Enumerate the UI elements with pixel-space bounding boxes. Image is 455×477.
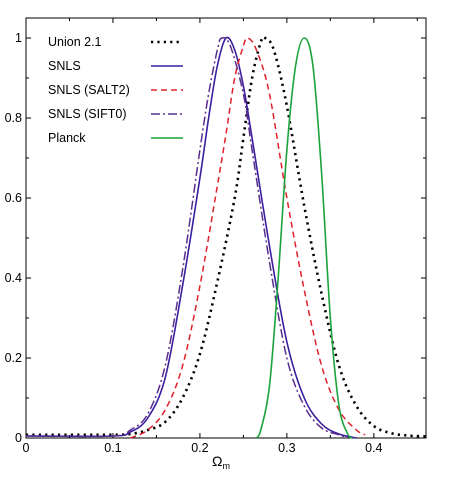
x-tick-label: 0.1 — [104, 441, 121, 455]
x-tick-label: 0.3 — [278, 441, 295, 455]
y-tick-label: 0.4 — [5, 271, 22, 285]
y-tick-label: 0.2 — [5, 351, 22, 365]
series-line-snls-sift0 — [25, 36, 348, 439]
legend-label-snls-salt2: SNLS (SALT2) — [48, 83, 130, 97]
y-tick-label: 0.8 — [5, 111, 22, 125]
x-tick-label: 0.2 — [191, 441, 208, 455]
series-line-union-2-1 — [25, 35, 427, 438]
legend-label-planck: Planck — [48, 131, 86, 145]
legend-label-snls: SNLS — [48, 59, 81, 73]
x-tick-label: 0.4 — [365, 441, 382, 455]
y-tick-label: 1 — [15, 31, 22, 45]
x-axis-title: Ωm — [212, 453, 230, 471]
series-line-snls-salt2 — [130, 37, 366, 439]
x-tick-label: 0 — [23, 441, 30, 455]
plot-frame — [25, 17, 427, 439]
series-line-planck — [255, 37, 353, 439]
y-tick-label: 0.6 — [5, 191, 22, 205]
y-tick-label: 0 — [15, 431, 22, 445]
legend-label-union-2-1: Union 2.1 — [48, 35, 102, 49]
legend-label-snls-sift0: SNLS (SIFT0) — [48, 107, 127, 121]
series-line-snls — [25, 36, 357, 439]
